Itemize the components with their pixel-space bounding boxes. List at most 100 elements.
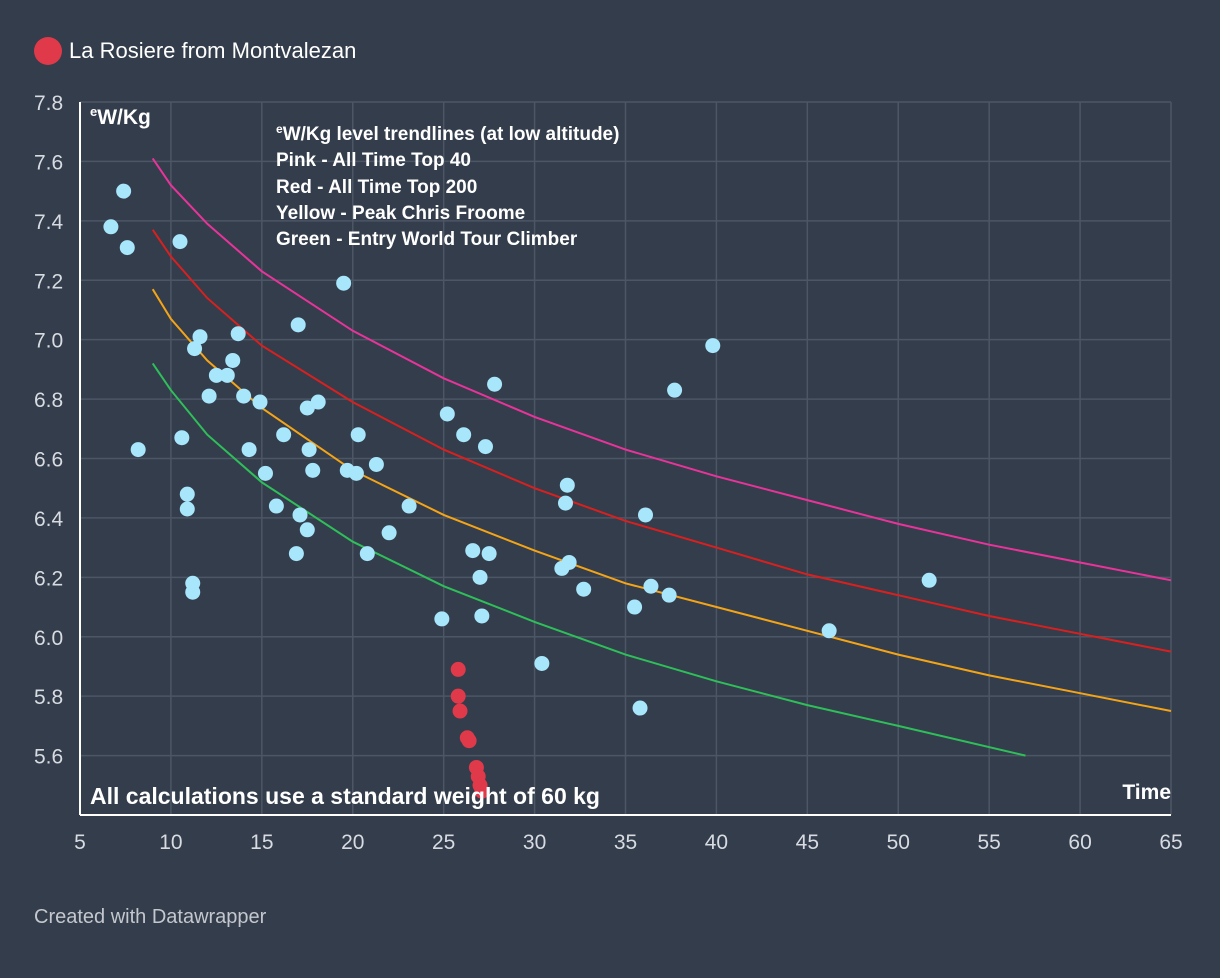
data-point[interactable] [119,240,135,256]
x-tick-label: 55 [977,831,1000,854]
data-point[interactable] [179,486,195,502]
data-point[interactable] [534,655,550,671]
data-point[interactable] [474,608,490,624]
data-point[interactable] [667,382,683,398]
y-axis-label-sup: e [90,104,97,119]
y-tick-label: 6.4 [34,508,64,531]
data-point[interactable] [381,525,397,541]
data-point[interactable] [219,367,235,383]
data-point[interactable] [487,376,503,392]
x-tick-label: 15 [250,831,273,854]
data-point[interactable] [401,498,417,514]
data-point[interactable] [632,700,648,716]
data-point[interactable] [439,406,455,422]
data-point[interactable] [268,498,284,514]
data-point[interactable] [627,599,643,615]
x-tick-label: 50 [887,831,910,854]
axes [79,102,1171,816]
x-tick-label: 35 [614,831,637,854]
data-point[interactable] [434,611,450,627]
data-point[interactable] [130,442,146,458]
data-point[interactable] [661,587,677,603]
highlight-point[interactable] [452,703,468,719]
data-point[interactable] [305,462,321,478]
data-point[interactable] [252,394,268,410]
y-tick-label: 7.6 [34,151,63,174]
annotation-title: eW/Kg level trendlines (at low altitude) [276,122,619,145]
data-point[interactable] [559,477,575,493]
data-point[interactable] [187,341,203,357]
data-point[interactable] [301,442,317,458]
data-point[interactable] [481,546,497,562]
data-point[interactable] [292,507,308,523]
data-point[interactable] [576,581,592,597]
y-tick-label: 7.0 [34,330,63,353]
data-point[interactable] [472,569,488,585]
y-tick-label: 5.6 [34,746,63,769]
y-tick-label: 6.2 [34,567,63,590]
data-point[interactable] [236,388,252,404]
data-point[interactable] [456,427,472,443]
data-point[interactable] [643,578,659,594]
data-point[interactable] [185,584,201,600]
data-point[interactable] [208,367,224,383]
y-axis-label-main: W/Kg [97,106,151,129]
annotation-line-red: Red - All Time Top 200 [276,177,477,198]
data-point[interactable] [921,572,937,588]
data-point[interactable] [638,507,654,523]
x-tick-label: 45 [796,831,819,854]
data-point[interactable] [290,317,306,333]
x-tick-label: 5 [74,831,86,854]
weight-note: All calculations use a standard weight o… [90,783,600,809]
tick-labels: 5 10 15 20 25 30 35 40 45 50 55 60 65 5.6 5.8 6.0 6.2 6.4… [34,92,1183,854]
y-tick-label: 7.8 [34,92,63,115]
data-point[interactable] [192,329,208,345]
x-tick-label: 40 [705,831,728,854]
y-axis-label: eW/Kg [90,104,151,129]
legend[interactable]: La Rosiere from Montvalezan [34,36,356,66]
data-point[interactable] [103,219,119,235]
x-tick-label: 65 [1159,831,1182,854]
x-tick-label: 25 [432,831,455,854]
y-tick-label: 7.4 [34,211,64,234]
annotation-line-pink: Pink - All Time Top 40 [276,150,471,171]
data-point[interactable] [299,522,315,538]
data-point[interactable] [310,394,326,410]
data-point[interactable] [350,427,366,443]
footer-credit[interactable]: Created with Datawrapper [34,906,267,928]
trendline-green [151,362,1026,757]
y-tick-label: 6.8 [34,389,63,412]
data-point[interactable] [348,465,364,481]
highlight-point[interactable] [461,733,477,749]
highlight-point[interactable] [450,688,466,704]
y-tick-label: 6.0 [34,627,63,650]
annotation-line-yellow: Yellow - Peak Chris Froome [276,203,525,224]
highlight-point[interactable] [450,661,466,677]
data-point[interactable] [359,546,375,562]
data-point[interactable] [288,546,304,562]
data-point[interactable] [276,427,292,443]
data-point[interactable] [230,326,246,342]
data-point[interactable] [561,554,577,570]
annotation-title-main: W/Kg level trendlines (at low altitude) [283,124,620,145]
x-tick-label: 30 [523,831,546,854]
data-point[interactable] [172,234,188,250]
data-point[interactable] [174,430,190,446]
highlight-point[interactable] [474,783,490,799]
data-point[interactable] [336,275,352,291]
data-point[interactable] [116,183,132,199]
data-point[interactable] [557,495,573,511]
data-point[interactable] [257,465,273,481]
trendline-annotation: eW/Kg level trendlines (at low altitude)… [276,122,619,250]
data-point[interactable] [705,338,721,354]
legend-swatch [34,37,62,65]
y-tick-label: 7.2 [34,270,63,293]
data-point[interactable] [368,456,384,472]
data-point[interactable] [821,623,837,639]
data-point[interactable] [225,352,241,368]
data-point[interactable] [179,501,195,517]
data-point[interactable] [465,543,481,559]
data-point[interactable] [201,388,217,404]
data-point[interactable] [241,442,257,458]
data-point[interactable] [477,439,493,455]
